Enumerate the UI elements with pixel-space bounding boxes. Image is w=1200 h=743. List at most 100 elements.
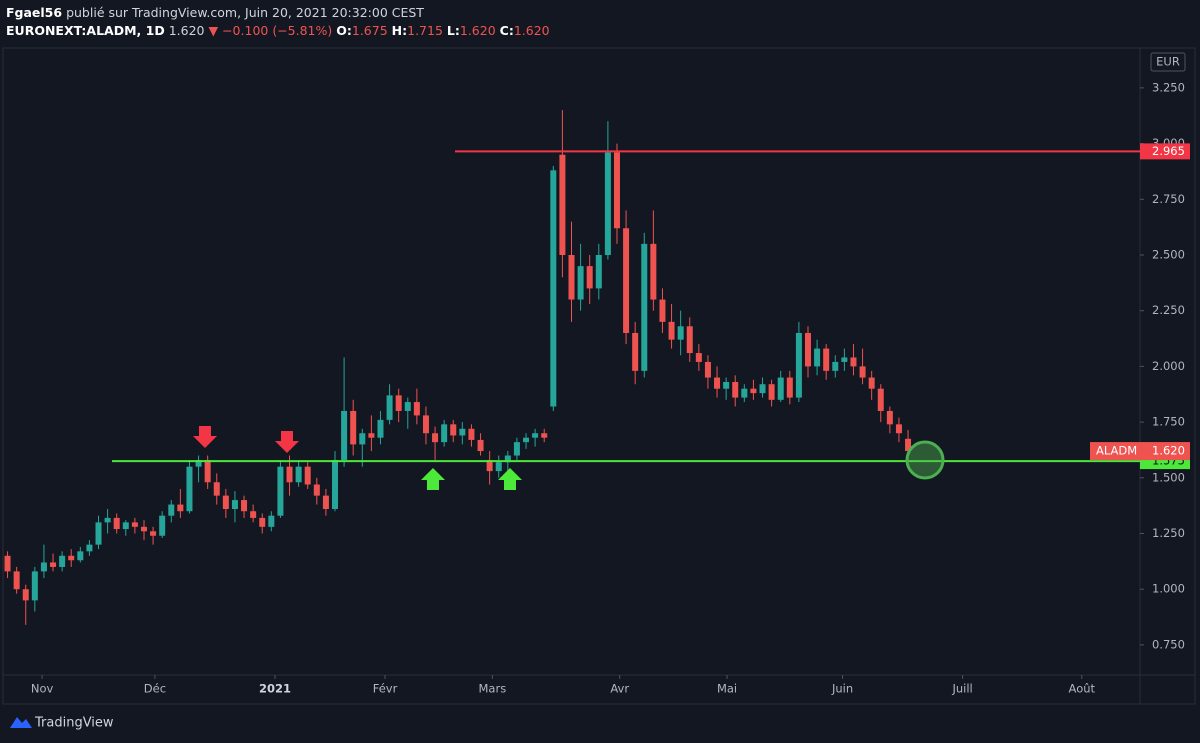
x-tick-label: Juin — [831, 682, 853, 696]
annotations — [193, 426, 945, 490]
candle-body — [359, 433, 366, 445]
x-tick-label: Déc — [144, 682, 166, 696]
candle-body — [877, 388, 884, 411]
candle-body — [295, 466, 302, 483]
candle-body — [541, 433, 548, 438]
candle-body — [231, 500, 238, 510]
candle-body — [222, 495, 229, 510]
y-tick-label: 2.500 — [1152, 247, 1185, 261]
logo-text: TradingView — [34, 716, 114, 731]
candle-body — [732, 381, 739, 398]
candle-body — [550, 170, 557, 407]
candle-body — [31, 571, 38, 601]
x-tick-label: 2021 — [259, 682, 291, 696]
candle-body — [814, 348, 821, 367]
candle-body — [50, 562, 57, 567]
candle-body — [277, 466, 284, 516]
candle-body — [140, 526, 147, 532]
candle-body — [441, 424, 448, 443]
candle-body — [4, 555, 11, 572]
candle-body — [241, 500, 248, 512]
candle-body — [377, 419, 384, 438]
candle-body — [750, 388, 757, 394]
price-tag — [1140, 143, 1190, 160]
candle-body — [150, 531, 157, 536]
price-tag-label: 2.965 — [1152, 144, 1185, 158]
candle-body — [313, 484, 320, 496]
candle-body — [341, 410, 348, 460]
y-tick-label: 2.750 — [1152, 192, 1185, 206]
candle-body — [204, 459, 211, 483]
currency: EUR — [1156, 55, 1180, 69]
last-price-name: ALADM — [1096, 444, 1137, 458]
candle-body — [641, 243, 648, 371]
x-tick-label: Nov — [31, 682, 54, 696]
last: 1.620 — [168, 23, 205, 38]
candle-body — [559, 154, 566, 255]
candle-body — [595, 254, 602, 289]
candle-body — [686, 326, 693, 354]
candle-body — [477, 439, 484, 452]
candle-body — [131, 522, 138, 527]
open: 1.675 — [351, 23, 388, 38]
last-price-name-box — [1090, 442, 1140, 461]
candle-body — [59, 555, 66, 567]
candle-body — [40, 562, 47, 572]
candle-body — [895, 424, 902, 434]
candle-body — [741, 388, 748, 398]
candle-body — [268, 515, 275, 527]
candle-body — [350, 410, 357, 445]
header: Fgael56 publié sur TradingView.com, Juin… — [6, 4, 550, 40]
candle-body — [704, 361, 711, 378]
candle-body — [586, 266, 593, 289]
candle-body — [304, 466, 311, 485]
candle-body — [159, 515, 166, 536]
candle-body — [786, 377, 793, 398]
y-tick-label: 1.750 — [1152, 415, 1185, 429]
candle-body — [905, 438, 912, 452]
y-tick-label: 0.750 — [1152, 637, 1185, 651]
candle-body — [177, 504, 184, 512]
candle-body — [22, 589, 29, 601]
candle-body — [868, 377, 875, 389]
candle-body — [886, 410, 893, 425]
y-tick-label: 1.500 — [1152, 470, 1185, 484]
candle-body — [850, 357, 857, 367]
candle-body — [13, 571, 20, 590]
currency-box — [1150, 52, 1186, 72]
candle-body — [486, 459, 493, 472]
y-tick-label: 2.000 — [1152, 359, 1185, 373]
candle-body — [459, 428, 466, 436]
header-line-1: Fgael56 publié sur TradingView.com, Juin… — [6, 4, 550, 22]
y-tick-label: 3.250 — [1152, 80, 1185, 94]
candle-body — [286, 466, 293, 483]
header-line-2: EURONEXT:ALADM, 1D 1.620 ▼ −0.100 (−5.81… — [6, 22, 550, 40]
candle-body — [432, 433, 439, 443]
candle-body — [532, 433, 539, 438]
x-tick-label: Juill — [951, 682, 972, 696]
candle-body — [168, 504, 175, 516]
x-tick-label: Févr — [373, 682, 398, 696]
symbol: EURONEXT:ALADM, 1D — [6, 23, 165, 38]
down-arrow — [193, 426, 217, 448]
candle-body — [777, 377, 784, 400]
logo-icon — [10, 717, 32, 728]
candle-body — [113, 517, 120, 530]
high: 1.715 — [407, 23, 443, 38]
candle-body — [623, 228, 630, 333]
candle-body — [495, 462, 502, 472]
candle-body — [668, 321, 675, 340]
candle-body — [714, 377, 721, 389]
candle-body — [77, 551, 84, 561]
candle-body — [413, 402, 420, 416]
candle-body — [404, 402, 411, 411]
candle-body — [250, 511, 257, 518]
candle-body — [568, 254, 575, 300]
author: Fgael56 — [6, 5, 63, 20]
y-tick-label: 1.250 — [1152, 526, 1185, 540]
candle-body — [523, 437, 530, 443]
y-tick-label: 1.000 — [1152, 582, 1185, 596]
up-arrow — [421, 468, 445, 490]
candle-body — [759, 384, 766, 394]
